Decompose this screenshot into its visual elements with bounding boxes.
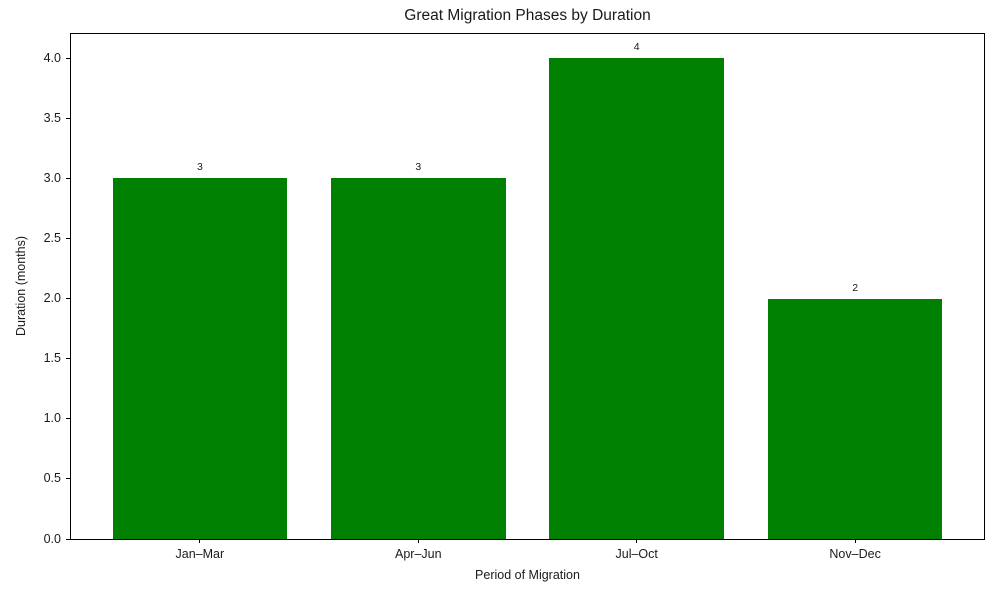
bar-value-label: 2 bbox=[852, 281, 859, 294]
y-tick-mark bbox=[66, 298, 70, 300]
x-tick-mark bbox=[636, 539, 638, 543]
y-tick-mark bbox=[66, 478, 70, 480]
bar-value-label: 3 bbox=[196, 161, 203, 174]
y-tick-mark bbox=[66, 358, 70, 360]
y-tick-label: 3.0 bbox=[43, 170, 61, 185]
x-tick-label: Jan–Mar bbox=[175, 547, 225, 561]
y-tick-label: 1.5 bbox=[43, 351, 61, 366]
chart-title: Great Migration Phases by Duration bbox=[404, 7, 651, 24]
bar bbox=[767, 298, 943, 539]
bar-value-label: 4 bbox=[633, 41, 640, 54]
y-tick-label: 3.5 bbox=[43, 110, 61, 125]
y-tick-mark bbox=[66, 418, 70, 420]
y-tick-label: 2.5 bbox=[43, 230, 61, 245]
y-tick-label: 4.0 bbox=[43, 50, 61, 65]
y-tick-label: 0.0 bbox=[43, 531, 61, 546]
y-tick-mark bbox=[66, 57, 70, 59]
y-tick-mark bbox=[66, 177, 70, 179]
y-tick-mark bbox=[66, 117, 70, 119]
x-axis-label: Period of Migration bbox=[475, 568, 580, 582]
x-tick-mark bbox=[199, 539, 201, 543]
y-tick-label: 2.0 bbox=[43, 291, 61, 306]
y-tick-mark bbox=[66, 237, 70, 239]
x-tick-mark bbox=[854, 539, 856, 543]
x-tick-label: Jul–Oct bbox=[615, 547, 658, 561]
bar bbox=[330, 178, 506, 539]
y-tick-label: 0.5 bbox=[43, 471, 61, 486]
x-tick-mark bbox=[417, 539, 419, 543]
x-tick-label: Apr–Jun bbox=[395, 547, 442, 561]
y-tick-label: 1.0 bbox=[43, 411, 61, 426]
plot-area: 3 Jan–Mar 3 Apr–Jun 4 Jul–Oct 2 Nov–Dec 0.0 0.5 1.… bbox=[44, 33, 985, 561]
bar-value-label: 3 bbox=[415, 161, 422, 174]
y-tick-mark bbox=[66, 538, 70, 540]
bar bbox=[112, 178, 288, 539]
bar bbox=[549, 58, 725, 539]
x-tick-label: Nov–Dec bbox=[829, 547, 881, 561]
y-axis-label: Duration (months) bbox=[14, 235, 28, 337]
